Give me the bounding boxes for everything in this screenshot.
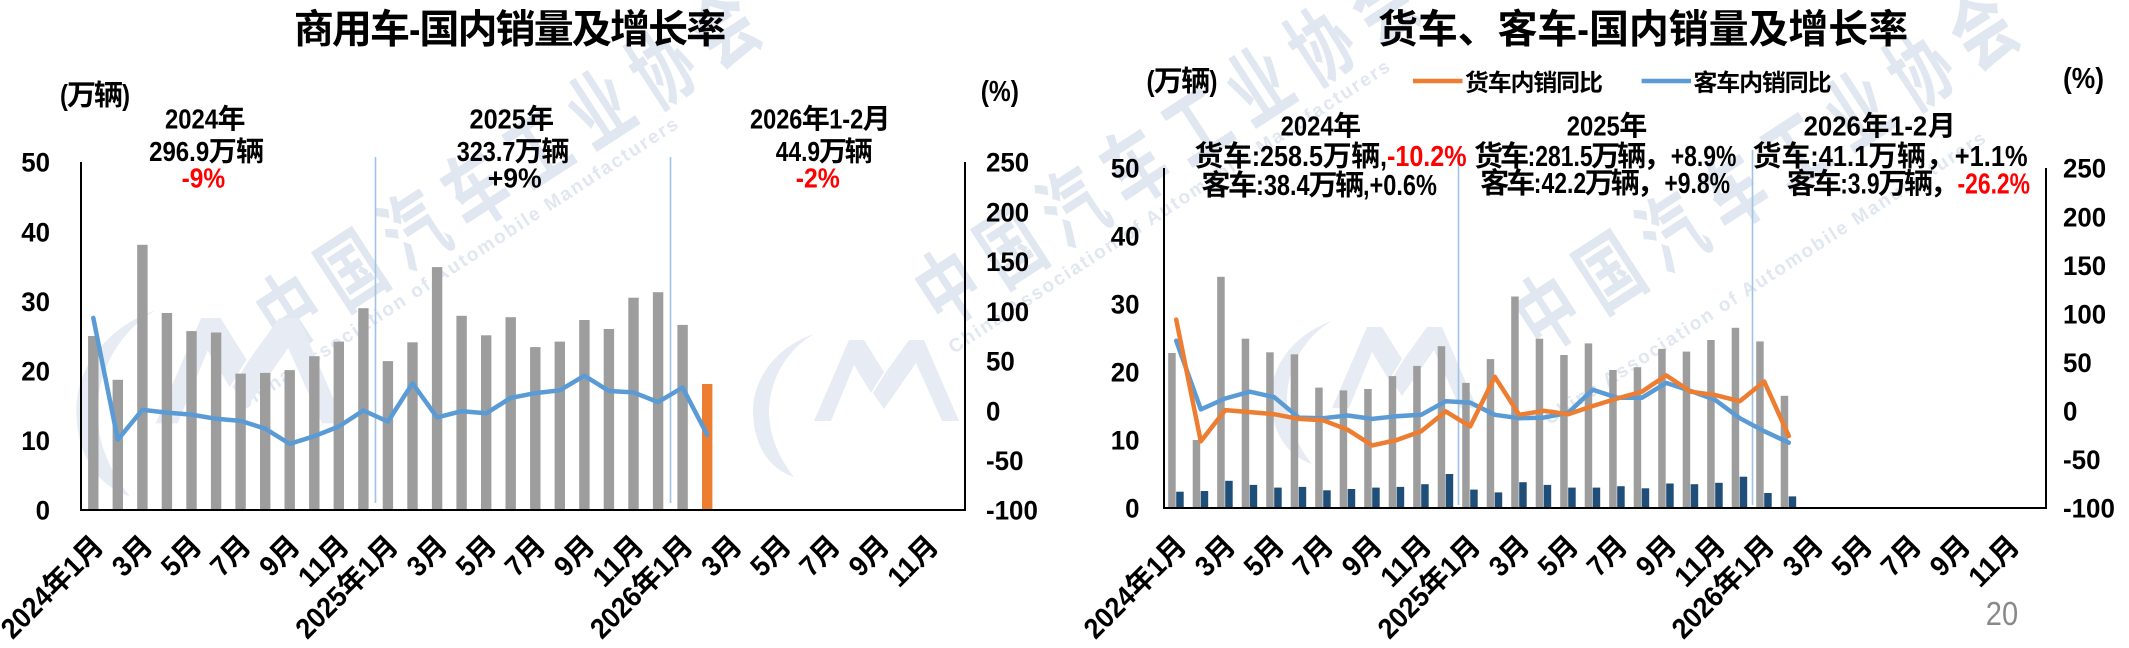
svg-text::41.1: :41.1	[1810, 141, 1868, 173]
svg-text:): )	[1209, 66, 1217, 98]
svg-text:-9%: -9%	[182, 163, 226, 194]
svg-text:-: -	[409, 8, 420, 52]
svg-text:40: 40	[21, 217, 50, 247]
svg-text:150: 150	[2063, 251, 2106, 281]
svg-text:20: 20	[1986, 595, 2018, 632]
svg-text:100: 100	[986, 297, 1029, 327]
svg-text:2025: 2025	[1567, 111, 1620, 142]
svg-text:44.9: 44.9	[776, 136, 820, 167]
svg-text:50: 50	[21, 148, 50, 178]
svg-text:+9%: +9%	[488, 163, 542, 194]
svg-text:(: (	[1147, 66, 1155, 98]
svg-text:20: 20	[21, 357, 50, 387]
svg-text:0: 0	[986, 396, 1000, 426]
svg-text:2026: 2026	[750, 104, 802, 135]
svg-text:200: 200	[986, 197, 1029, 227]
svg-text:2026: 2026	[1804, 111, 1861, 142]
svg-text:-: -	[1577, 8, 1589, 52]
svg-text:0: 0	[36, 496, 50, 526]
svg-text:30: 30	[21, 287, 50, 317]
svg-text:-50: -50	[986, 446, 1024, 476]
svg-text:,+0.6%: ,+0.6%	[1363, 170, 1437, 202]
svg-text:150: 150	[986, 247, 1029, 277]
svg-text:50: 50	[2063, 348, 2092, 378]
svg-text:-26.2%: -26.2%	[1958, 169, 2031, 201]
svg-text::281.5: :281.5	[1528, 141, 1593, 173]
svg-text:250: 250	[2063, 154, 2106, 184]
svg-text:(%): (%)	[981, 76, 1019, 108]
svg-text::3.9: :3.9	[1840, 169, 1879, 201]
svg-text:1-2: 1-2	[829, 104, 863, 135]
svg-text:,: ,	[1380, 141, 1387, 173]
svg-text:50: 50	[986, 347, 1015, 377]
svg-text::258.5: :258.5	[1252, 141, 1323, 173]
svg-text:0: 0	[2063, 397, 2077, 427]
svg-text:100: 100	[2063, 299, 2106, 329]
svg-text:200: 200	[2063, 202, 2106, 232]
svg-text:2024: 2024	[1281, 111, 1334, 142]
svg-text:-100: -100	[2063, 494, 2115, 524]
svg-text:0: 0	[1125, 494, 1139, 524]
svg-text:(%): (%)	[2063, 63, 2104, 95]
svg-text::42.2: :42.2	[1534, 168, 1586, 200]
svg-text:2024: 2024	[165, 104, 218, 135]
svg-text:(: (	[60, 80, 68, 112]
svg-text:-100: -100	[986, 496, 1038, 526]
svg-text:-10.2%: -10.2%	[1387, 141, 1467, 173]
svg-text:296.9: 296.9	[149, 136, 209, 167]
svg-text:10: 10	[21, 426, 50, 456]
svg-text:+8.9%: +8.9%	[1671, 141, 1737, 173]
svg-text::38.4: :38.4	[1256, 170, 1310, 202]
svg-text:323.7: 323.7	[457, 136, 516, 167]
svg-text:+1.1%: +1.1%	[1955, 141, 2028, 173]
svg-text:-2%: -2%	[796, 163, 840, 194]
svg-text:10: 10	[1111, 426, 1140, 456]
svg-text:20: 20	[1111, 358, 1140, 388]
svg-text:50: 50	[1111, 154, 1140, 184]
svg-text:2025: 2025	[470, 104, 526, 135]
svg-text:-50: -50	[2063, 445, 2101, 475]
svg-text:40: 40	[1111, 222, 1140, 252]
svg-text:30: 30	[1111, 290, 1140, 320]
svg-text:): )	[122, 80, 130, 112]
svg-text:1-2: 1-2	[1890, 111, 1927, 142]
svg-text:250: 250	[986, 148, 1029, 178]
svg-text:+9.8%: +9.8%	[1664, 168, 1730, 200]
